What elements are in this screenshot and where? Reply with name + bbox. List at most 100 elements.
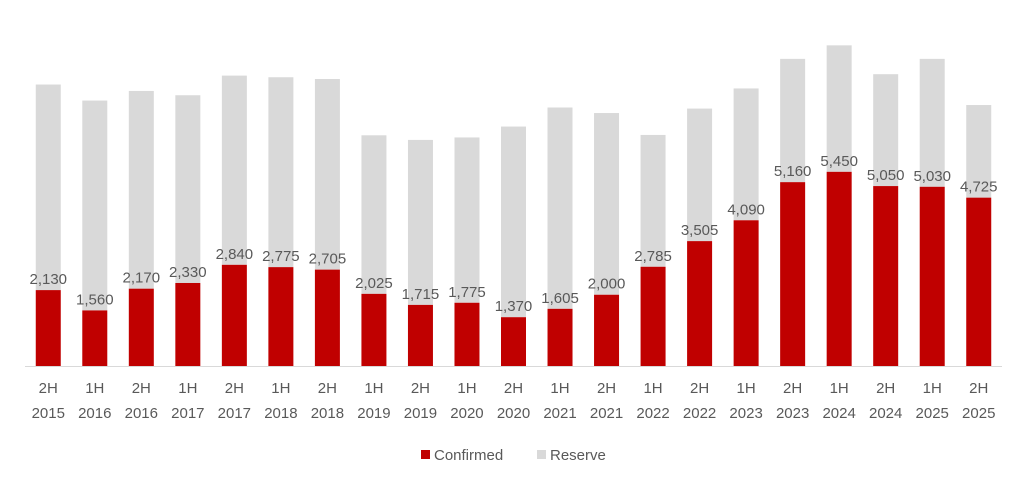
x-tick-year-10: 2020: [497, 405, 530, 422]
x-tick-year-5: 2018: [264, 405, 297, 422]
bar-reserve-17: [826, 45, 852, 172]
x-tick-year-8: 2019: [404, 405, 437, 422]
data-label-confirmed-18: 5,050: [867, 167, 905, 184]
data-label-confirmed-4: 2,840: [216, 246, 254, 263]
data-label-confirmed-14: 3,505: [681, 222, 719, 239]
bar-confirmed-19: [919, 186, 945, 366]
x-tick-half-11: 1H: [550, 380, 569, 397]
data-label-confirmed-20: 4,725: [960, 179, 998, 196]
bar-layer: [35, 45, 992, 366]
legend-label-confirmed: Confirmed: [434, 447, 503, 464]
data-label-confirmed-3: 2,330: [169, 264, 207, 281]
bar-reserve-12: [594, 113, 620, 295]
bar-reserve-0: [35, 84, 61, 291]
x-tick-half-4: 2H: [225, 380, 244, 397]
bar-reserve-18: [873, 74, 899, 187]
legend-swatch-reserve: [537, 450, 546, 459]
bar-confirmed-13: [640, 266, 666, 366]
x-tick-half-17: 1H: [830, 380, 849, 397]
bar-confirmed-10: [501, 317, 526, 366]
bar-confirmed-0: [35, 290, 61, 366]
data-label-confirmed-2: 2,170: [123, 270, 161, 287]
bar-reserve-11: [547, 107, 573, 309]
x-tick-year-18: 2024: [869, 405, 902, 422]
data-label-confirmed-15: 4,090: [727, 201, 765, 218]
data-label-confirmed-5: 2,775: [262, 248, 300, 265]
x-tick-year-2: 2016: [125, 405, 158, 422]
x-tick-year-16: 2023: [776, 405, 809, 422]
data-label-confirmed-12: 2,000: [588, 276, 626, 293]
x-tick-year-7: 2019: [357, 405, 390, 422]
data-label-confirmed-13: 2,785: [634, 248, 672, 265]
bar-confirmed-9: [454, 302, 480, 366]
data-label-confirmed-0: 2,130: [29, 271, 67, 288]
legend-label-reserve: Reserve: [550, 447, 606, 464]
x-tick-half-8: 2H: [411, 380, 430, 397]
x-tick-year-19: 2025: [916, 405, 949, 422]
x-tick-year-11: 2021: [543, 405, 576, 422]
data-label-confirmed-8: 1,715: [402, 286, 440, 303]
x-tick-half-15: 1H: [737, 380, 756, 397]
data-label-confirmed-7: 2,025: [355, 275, 393, 292]
bar-reserve-14: [687, 108, 713, 242]
x-tick-half-9: 1H: [457, 380, 476, 397]
x-tick-half-10: 2H: [504, 380, 523, 397]
legend: Confirmed Reserve: [421, 447, 606, 464]
bar-confirmed-15: [733, 220, 759, 366]
bar-reserve-7: [361, 135, 387, 294]
bar-confirmed-4: [221, 264, 247, 366]
bar-reserve-2: [128, 90, 154, 289]
x-tick-half-6: 2H: [318, 380, 337, 397]
x-tick-year-4: 2017: [218, 405, 251, 422]
bar-reserve-15: [733, 88, 759, 221]
x-tick-year-0: 2015: [32, 405, 65, 422]
bar-confirmed-18: [873, 186, 899, 366]
x-tick-year-3: 2017: [171, 405, 204, 422]
x-tick-year-20: 2025: [962, 405, 995, 422]
x-tick-half-16: 2H: [783, 380, 802, 397]
data-label-confirmed-19: 5,030: [913, 168, 951, 185]
bar-confirmed-17: [826, 171, 852, 366]
bar-confirmed-6: [314, 269, 340, 366]
x-tick-half-7: 1H: [364, 380, 383, 397]
bar-reserve-5: [268, 77, 294, 268]
x-tick-half-2: 2H: [132, 380, 151, 397]
x-tick-half-13: 1H: [643, 380, 662, 397]
x-tick-half-0: 2H: [39, 380, 58, 397]
bar-confirmed-2: [128, 288, 154, 366]
x-tick-half-20: 2H: [969, 380, 988, 397]
x-tick-year-1: 2016: [78, 405, 111, 422]
data-label-confirmed-1: 1,560: [76, 291, 114, 308]
bar-reserve-8: [407, 139, 433, 305]
bar-confirmed-5: [268, 267, 294, 366]
x-tick-year-13: 2022: [636, 405, 669, 422]
bar-reserve-4: [221, 75, 247, 265]
x-tick-half-18: 2H: [876, 380, 895, 397]
bar-confirmed-3: [175, 282, 201, 366]
x-tick-layer: 2H 2015 1H 2016 2H 2016 1H 2017 2H 2017 1H 2018 2H 20…: [32, 380, 996, 422]
x-tick-half-3: 1H: [178, 380, 197, 397]
data-label-confirmed-9: 1,775: [448, 284, 486, 301]
bar-confirmed-16: [780, 182, 806, 366]
x-tick-half-19: 1H: [923, 380, 942, 397]
x-tick-year-9: 2020: [450, 405, 483, 422]
bar-reserve-19: [919, 58, 945, 187]
bar-confirmed-11: [547, 308, 573, 366]
bar-reserve-9: [454, 137, 480, 303]
bar-confirmed-1: [82, 310, 108, 366]
value-label-layer: 2,130 1,560 2,170 2,330 2,840 2,775 2,705 2,025…: [29, 153, 997, 315]
x-tick-half-14: 2H: [690, 380, 709, 397]
bar-reserve-3: [175, 95, 201, 283]
legend-swatch-confirmed: [421, 450, 430, 459]
bar-confirmed-14: [687, 241, 713, 366]
x-tick-half-5: 1H: [271, 380, 290, 397]
data-label-confirmed-17: 5,450: [820, 153, 858, 170]
bar-reserve-6: [314, 79, 340, 270]
data-label-confirmed-16: 5,160: [774, 163, 812, 180]
x-tick-half-12: 2H: [597, 380, 616, 397]
x-tick-year-12: 2021: [590, 405, 623, 422]
bar-confirmed-7: [361, 293, 387, 366]
bar-reserve-16: [780, 58, 806, 183]
x-tick-year-6: 2018: [311, 405, 344, 422]
data-label-confirmed-10: 1,370: [495, 298, 533, 315]
